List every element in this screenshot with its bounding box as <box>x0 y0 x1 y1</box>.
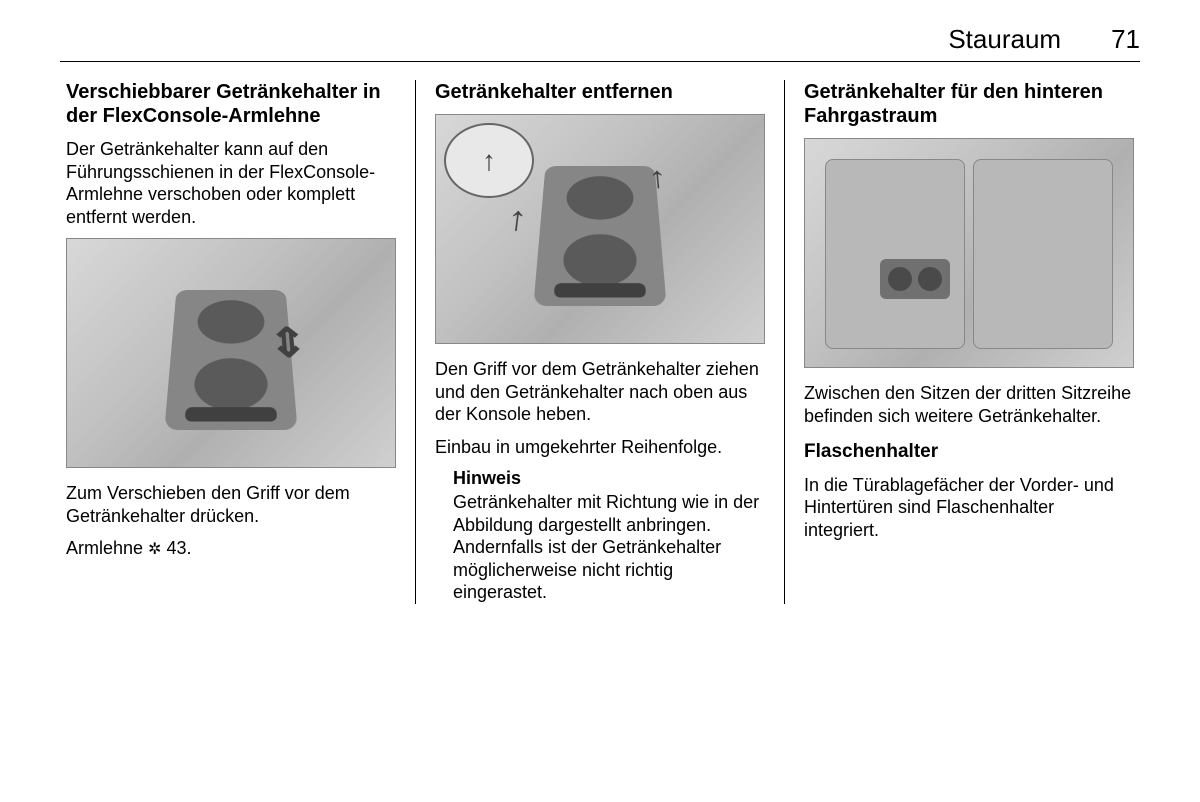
arrow-up-icon: ↑ <box>647 162 669 195</box>
col1-figure-sliding-cupholder: ⇕ <box>66 238 396 468</box>
seat-back-icon <box>973 159 1113 349</box>
column-2: Getränkehalter entfernen ↑ ↑ ↑ Den Griff… <box>429 80 771 604</box>
rear-cup-icon <box>888 267 912 291</box>
col2-note-block: Hinweis Getränkehalter mit Richtung wie … <box>435 468 765 604</box>
xref-icon: ✲ <box>148 540 161 560</box>
handle-bar-icon <box>185 407 277 421</box>
col2-heading: Getränkehalter entfernen <box>435 80 765 104</box>
header-section-title: Stauraum <box>948 24 1061 55</box>
column-1: Verschiebbarer Getränkehalter in der Fle… <box>60 80 402 604</box>
col1-heading: Verschiebbarer Getränkehalter in der Fle… <box>66 80 396 128</box>
column-divider <box>415 80 416 604</box>
figure-inner: ⇕ <box>67 239 395 467</box>
col3-heading1: Getränkehalter für den hinteren Fahrgast… <box>804 80 1134 128</box>
seat-back-icon <box>825 159 965 349</box>
col1-para1: Der Getränkehalter kann auf den Führungs… <box>66 138 396 228</box>
column-3: Getränkehalter für den hinteren Fahrgast… <box>798 80 1140 604</box>
xref-page: 43. <box>161 538 191 558</box>
col3-para1: Zwischen den Sitzen der dritten Sitzreih… <box>804 382 1134 427</box>
rear-cup-icon <box>918 267 942 291</box>
arrow-updown-icon: ⇕ <box>267 320 311 367</box>
col3-para2: In die Türablagefächer der Vorder- und H… <box>804 474 1134 542</box>
col2-para2: Einbau in umgekehrter Reihenfolge. <box>435 436 765 459</box>
header-page-number: 71 <box>1111 24 1140 55</box>
cupholder-illustration: ⇕ <box>164 290 297 430</box>
cup-hole-icon <box>193 358 269 410</box>
col1-caption: Zum Verschieben den Griff vor dem Geträn… <box>66 482 396 527</box>
xref-text: Armlehne <box>66 538 148 558</box>
content-columns: Verschiebbarer Getränkehalter in der Fle… <box>60 80 1140 604</box>
arrow-up-icon: ↑ <box>505 201 529 239</box>
col3-figure-rear-cupholder <box>804 138 1134 368</box>
cup-hole-icon <box>562 234 638 286</box>
rear-cupholder-icon <box>880 259 950 299</box>
column-divider <box>784 80 785 604</box>
figure-inner: ↑ ↑ <box>436 115 764 343</box>
rear-seat-illustration <box>805 139 1133 367</box>
handle-bar-icon <box>554 283 646 297</box>
cupholder-illustration: ↑ ↑ <box>533 166 666 306</box>
page-header: Stauraum 71 <box>60 24 1140 62</box>
note-title: Hinweis <box>453 468 765 489</box>
cup-hole-icon <box>196 300 265 343</box>
col1-xref: Armlehne ✲ 43. <box>66 537 396 560</box>
col2-para1: Den Griff vor dem Getränkehalter ziehen … <box>435 358 765 426</box>
col3-heading2: Flaschenhalter <box>804 441 1134 464</box>
note-text: Getränkehalter mit Richtung wie in der A… <box>453 491 765 604</box>
cup-hole-icon <box>565 176 634 219</box>
col2-figure-remove-cupholder: ↑ ↑ ↑ <box>435 114 765 344</box>
